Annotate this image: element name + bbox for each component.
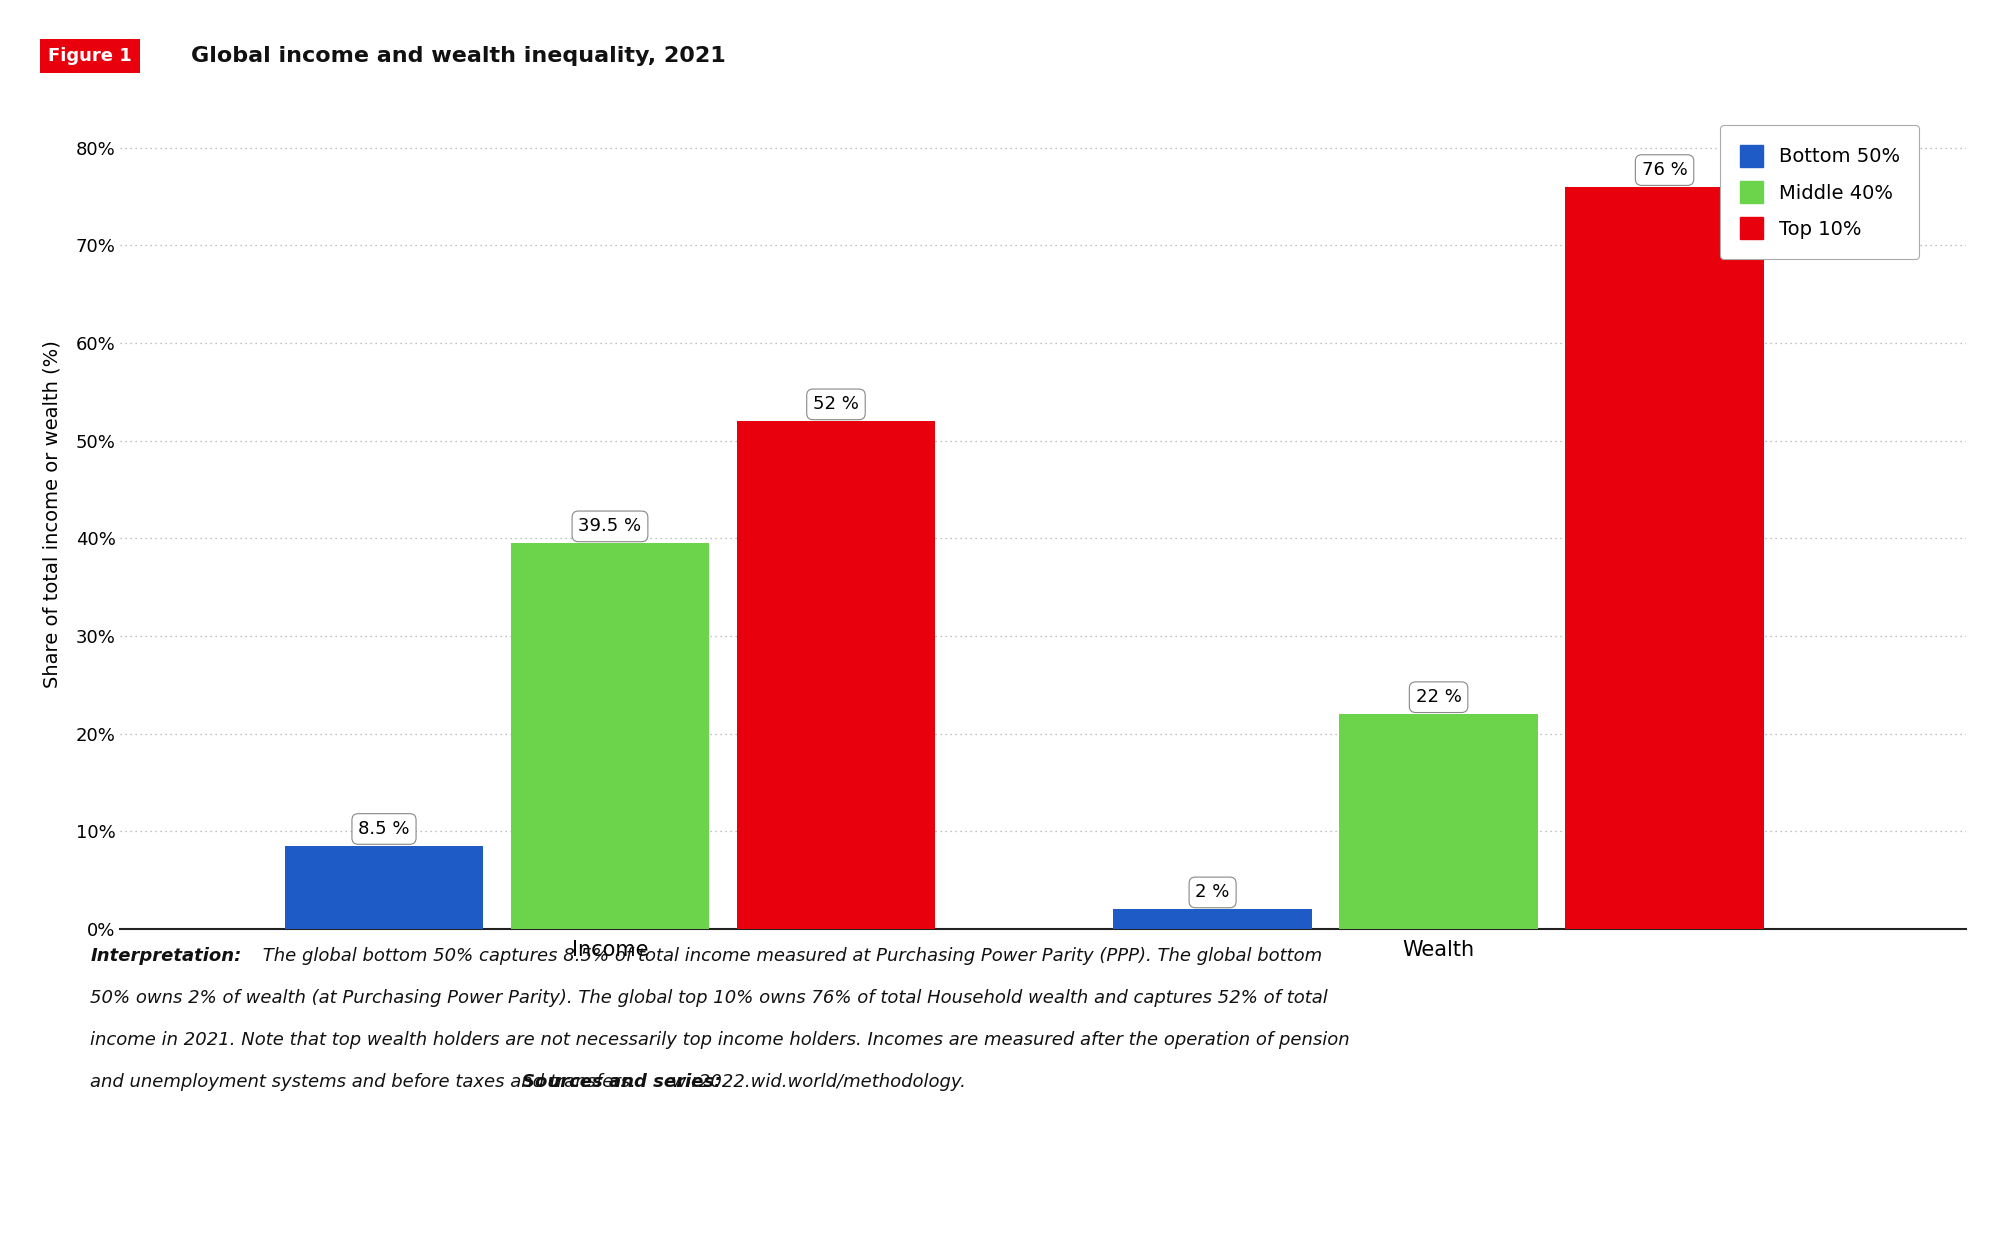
Text: The global bottom 50% captures 8.5% of total income measured at Purchasing Power: The global bottom 50% captures 8.5% of t…	[257, 947, 1321, 966]
Text: 8.5 %: 8.5 %	[359, 820, 409, 838]
Text: wir2022.wid.world/methodology.: wir2022.wid.world/methodology.	[666, 1073, 964, 1092]
Text: and unemployment systems and before taxes and transfers.: and unemployment systems and before taxe…	[90, 1073, 642, 1092]
Bar	[285, 846, 483, 928]
Text: 76 %: 76 %	[1640, 161, 1686, 180]
Text: Figure 1: Figure 1	[48, 47, 132, 64]
Bar	[1339, 714, 1538, 928]
Text: Global income and wealth inequality, 2021: Global income and wealth inequality, 202…	[190, 46, 726, 66]
Bar	[736, 421, 934, 928]
Text: 50% owns 2% of wealth (at Purchasing Power Parity). The global top 10% owns 76% : 50% owns 2% of wealth (at Purchasing Pow…	[90, 989, 1327, 1008]
Text: Interpretation:: Interpretation:	[90, 947, 241, 966]
Text: Sources and series:: Sources and series:	[521, 1073, 720, 1092]
Bar	[1564, 187, 1762, 928]
Y-axis label: Share of total income or wealth (%): Share of total income or wealth (%)	[42, 340, 62, 688]
Text: income in 2021. Note that top wealth holders are not necessarily top income hold: income in 2021. Note that top wealth hol…	[90, 1031, 1349, 1050]
Text: 22 %: 22 %	[1416, 688, 1462, 706]
Text: 52 %: 52 %	[812, 395, 858, 413]
Text: 39.5 %: 39.5 %	[577, 517, 642, 535]
Bar	[511, 543, 710, 928]
Bar	[1113, 909, 1311, 928]
Legend: Bottom 50%, Middle 40%, Top 10%: Bottom 50%, Middle 40%, Top 10%	[1720, 125, 1919, 259]
Text: 2 %: 2 %	[1195, 884, 1229, 901]
